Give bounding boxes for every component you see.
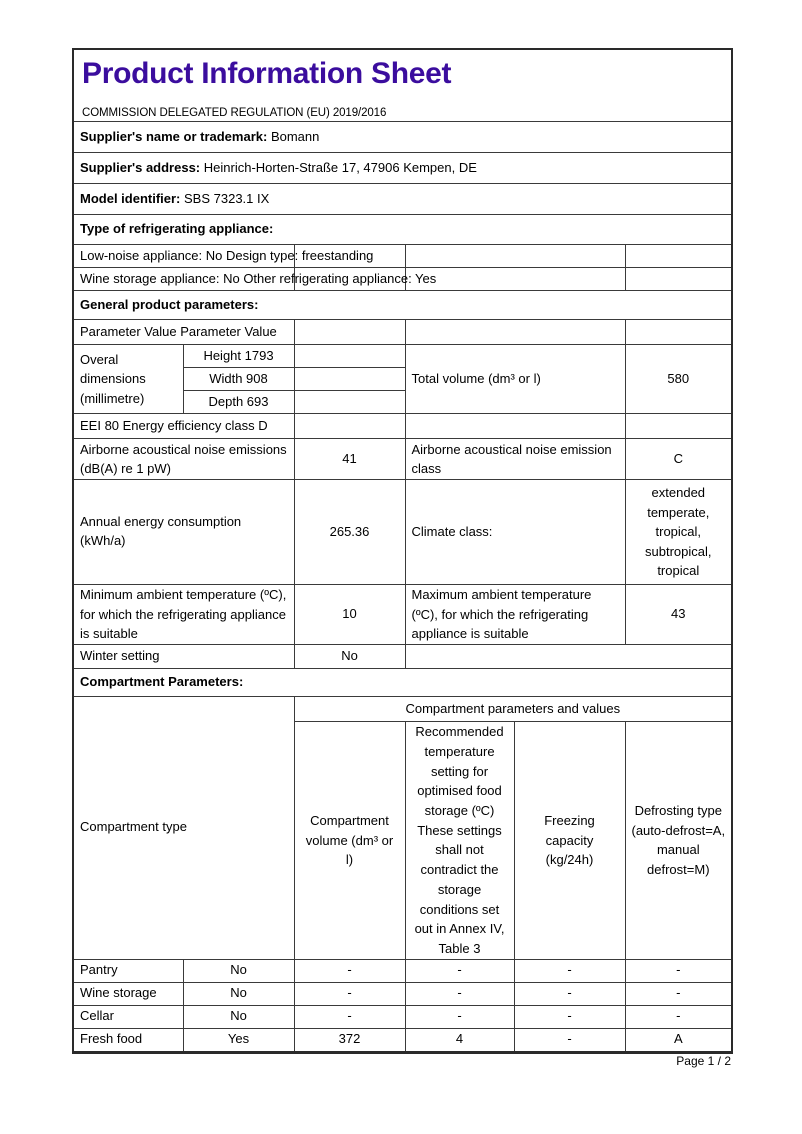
empty-cell: [624, 267, 733, 292]
compartment-present: No: [182, 981, 295, 1006]
empty-cell: [293, 390, 406, 415]
model-identifier-label: Model identifier:: [80, 190, 181, 206]
compartment-temp: -: [404, 981, 515, 1006]
product-info-table: Product Information Sheet COMMISSION DEL…: [72, 48, 734, 1054]
compartment-present: No: [182, 1004, 295, 1029]
compartment-present: Yes: [182, 1027, 295, 1053]
compartment-freezing: -: [513, 1027, 626, 1053]
compartment-defrost: -: [624, 958, 733, 983]
empty-cell: [404, 644, 733, 670]
page-number: Page 1 / 2: [676, 1054, 731, 1068]
noise-emissions-label: Airborne acoustical noise emissions (dB(…: [72, 438, 295, 481]
section-compartment-header: Compartment Parameters:: [72, 668, 733, 698]
low-noise-row: Low-noise appliance: No Design type: fre…: [72, 244, 373, 269]
empty-cell: [293, 319, 406, 346]
wine-storage-appliance-text: Wine storage appliance: No Other refrige…: [80, 270, 437, 286]
table-row: Fresh food Yes 372 4 - A: [72, 1027, 733, 1053]
noise-class-label: Airborne acoustical noise emission class: [404, 438, 626, 481]
dimension-height: Height 1793: [182, 344, 295, 369]
compartment-defrost: -: [624, 981, 733, 1006]
total-volume-value: 580: [624, 344, 733, 415]
section-general-header: General product parameters:: [72, 290, 733, 321]
compartment-defrost: A: [624, 1027, 733, 1053]
compartment-temp: -: [404, 1004, 515, 1029]
compartment-name: Pantry: [72, 958, 184, 983]
supplier-name-row: Supplier's name or trademark: Bomann: [72, 121, 733, 154]
title-block: Product Information Sheet COMMISSION DEL…: [72, 48, 733, 123]
total-volume-label: Total volume (dm³ or l): [404, 344, 626, 415]
supplier-name-label: Supplier's name or trademark:: [80, 128, 268, 144]
dimension-depth: Depth 693: [182, 390, 295, 415]
winter-setting-label: Winter setting: [72, 644, 295, 670]
supplier-address-row: Supplier's address: Heinrich-Horten-Stra…: [72, 152, 733, 185]
max-temp-label: Maximum ambient temperature (ºC), for wh…: [404, 584, 626, 646]
compartment-params-header: Compartment parameters and values: [293, 696, 733, 723]
empty-cell: [293, 413, 406, 440]
compartment-volume-header: Compartment volume (dm³ or l): [293, 721, 406, 960]
regulation-subtitle: COMMISSION DELEGATED REGULATION (EU) 201…: [82, 106, 387, 119]
empty-cell: [293, 367, 406, 392]
dimension-width: Width 908: [182, 367, 295, 392]
empty-cell: [624, 413, 733, 440]
empty-cell: [404, 319, 626, 346]
compartment-present: No: [182, 958, 295, 983]
low-noise-text: Low-noise appliance: No Design type: fre…: [80, 247, 374, 263]
model-identifier-row: Model identifier: SBS 7323.1 IX: [72, 183, 733, 216]
compartment-type-header: Compartment type: [72, 696, 295, 960]
empty-cell: [404, 413, 626, 440]
empty-cell: [293, 344, 406, 369]
table-row: Cellar No - - - -: [72, 1004, 733, 1029]
model-identifier-value: SBS 7323.1 IX: [184, 190, 270, 206]
compartment-freezing: -: [513, 981, 626, 1006]
compartment-freezing: -: [513, 1004, 626, 1029]
eei-row: EEI 80 Energy efficiency class D: [72, 413, 295, 440]
supplier-address-label: Supplier's address:: [80, 159, 201, 175]
compartment-volume: -: [293, 981, 406, 1006]
table-row: Pantry No - - - -: [72, 958, 733, 983]
empty-cell: [404, 267, 626, 292]
compartment-name: Wine storage: [72, 981, 184, 1006]
freezing-capacity-header: Freezing capacity (kg/24h): [513, 721, 626, 960]
recommended-temp-header: Recommended temperature setting for opti…: [404, 721, 515, 960]
compartment-name: Cellar: [72, 1004, 184, 1029]
energy-consumption-label: Annual energy consumption (kWh/a): [72, 479, 295, 586]
compartment-temp: 4: [404, 1027, 515, 1053]
parameter-value-header: Parameter Value Parameter Value: [72, 319, 295, 346]
page-title: Product Information Sheet: [82, 57, 452, 90]
empty-cell: [624, 319, 733, 346]
max-temp-value: 43: [624, 584, 733, 646]
climate-class-value: extended temperate, tropical, subtropica…: [624, 479, 733, 586]
section-type-header: Type of refrigerating appliance:: [72, 214, 733, 246]
winter-setting-value: No: [293, 644, 406, 670]
defrosting-type-header: Defrosting type (auto-defrost=A, manual …: [624, 721, 733, 960]
compartment-defrost: -: [624, 1004, 733, 1029]
energy-consumption-value: 265.36: [293, 479, 406, 586]
min-temp-label: Minimum ambient temperature (ºC), for wh…: [72, 584, 295, 646]
compartment-freezing: -: [513, 958, 626, 983]
compartment-temp: -: [404, 958, 515, 983]
dimensions-label: Overal dimensions (millimetre): [72, 344, 184, 415]
compartment-volume: -: [293, 1004, 406, 1029]
supplier-name-value: Bomann: [270, 128, 320, 144]
supplier-address-value: Heinrich-Horten-Straße 17, 47906 Kempen,…: [203, 159, 477, 175]
noise-class-value: C: [624, 438, 733, 481]
empty-cell: [404, 244, 626, 269]
compartment-name: Fresh food: [72, 1027, 184, 1053]
empty-cell: [624, 244, 733, 269]
compartment-volume: 372: [293, 1027, 406, 1053]
noise-emissions-value: 41: [293, 438, 406, 481]
climate-class-label: Climate class:: [404, 479, 626, 586]
compartment-volume: -: [293, 958, 406, 983]
wine-storage-appliance-row: Wine storage appliance: No Other refrige…: [72, 267, 436, 292]
min-temp-value: 10: [293, 584, 406, 646]
table-row: Wine storage No - - - -: [72, 981, 733, 1006]
